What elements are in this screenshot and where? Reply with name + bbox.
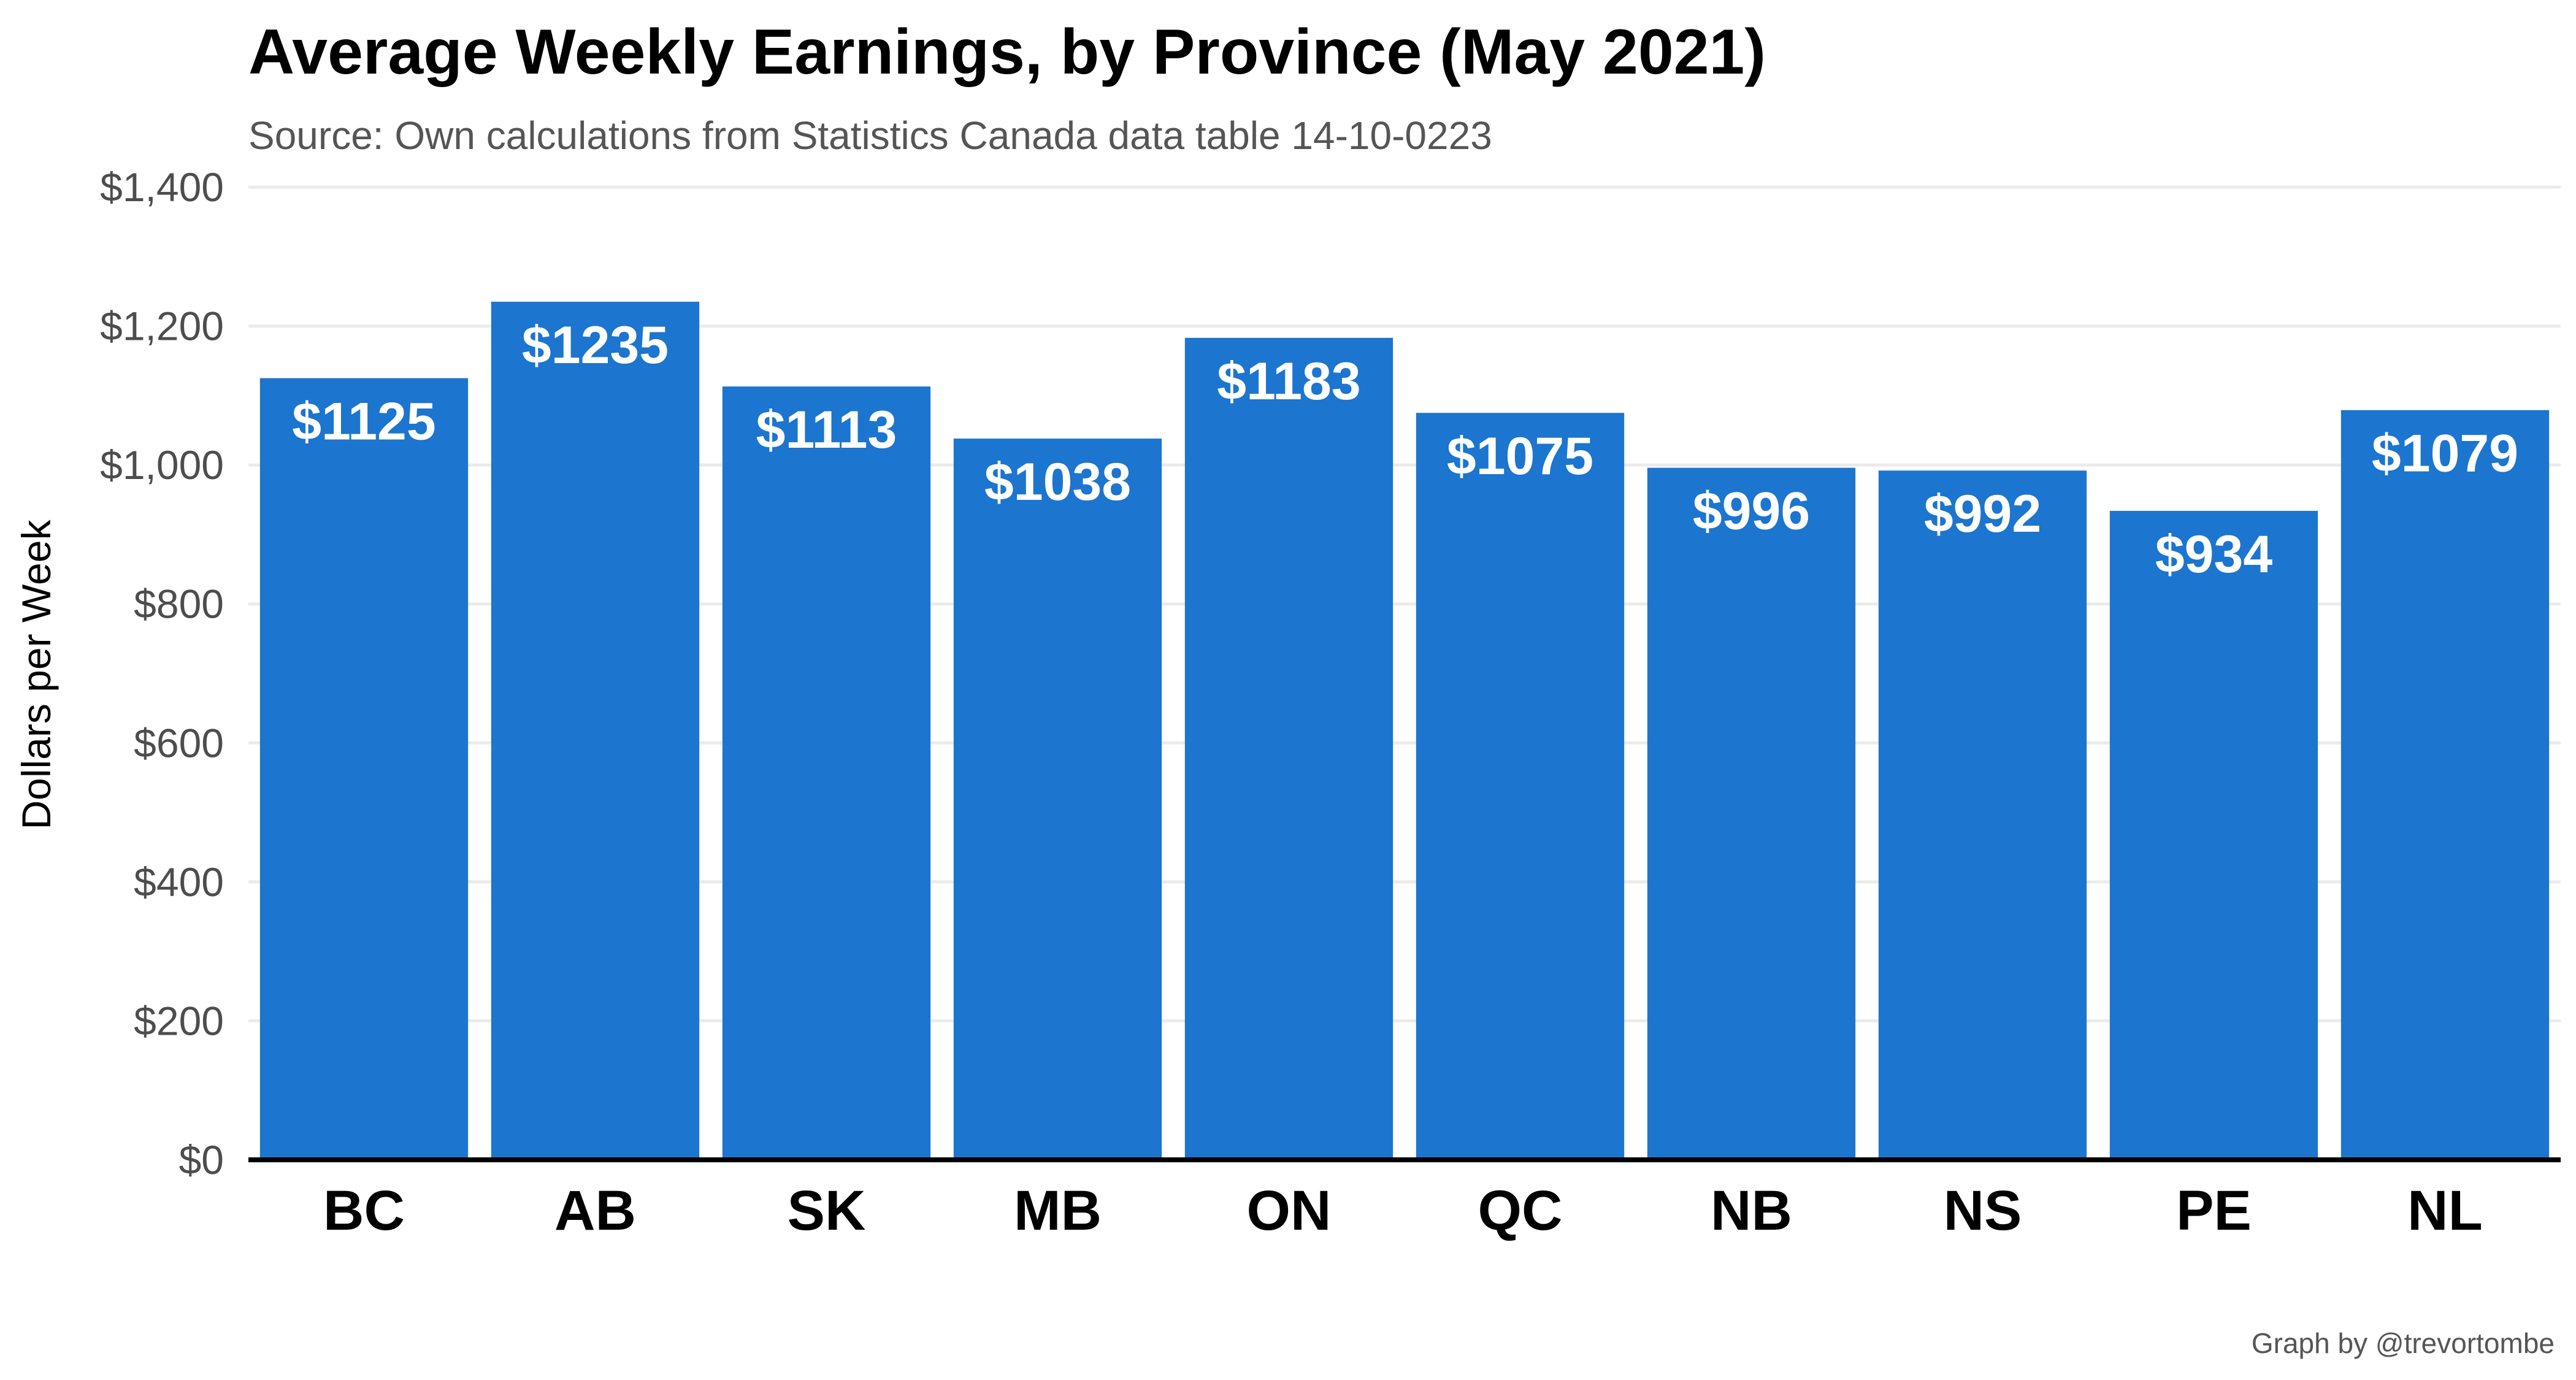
y-tick-label: $800: [134, 581, 224, 627]
bar-pe: [2109, 510, 2318, 1160]
y-axis-label: Dollars per Week: [13, 519, 59, 830]
y-tick-label: $400: [134, 859, 224, 905]
x-tick-label-on: ON: [1247, 1179, 1332, 1242]
bar-ns: [1878, 470, 2087, 1160]
bar-value-labels: $1125 $1235 $1113 $1038 $1183 $1075 $996 $992 $9…: [292, 316, 2518, 584]
x-tick-label-nb: NB: [1711, 1179, 1792, 1242]
value-label-ns: $992: [1924, 485, 2041, 543]
value-label-on: $1183: [1217, 352, 1360, 411]
y-tick-label: $0: [179, 1137, 224, 1183]
bars: [259, 301, 2550, 1160]
chart-title: Average Weekly Earnings, by Province (Ma…: [248, 17, 1766, 88]
bar-ab: [491, 301, 700, 1160]
chart-caption: Graph by @trevortombe: [2252, 1327, 2555, 1359]
y-tick-label: $1,200: [100, 304, 224, 349]
x-tick-label-mb: MB: [1014, 1179, 1102, 1242]
bar-nl: [2340, 410, 2550, 1160]
value-label-pe: $934: [2155, 525, 2272, 584]
bar-mb: [953, 439, 1162, 1160]
chart-subtitle: Source: Own calculations from Statistics…: [248, 113, 1492, 158]
value-label-mb: $1038: [984, 453, 1131, 512]
value-label-bc: $1125: [292, 393, 435, 451]
x-tick-label-pe: PE: [2176, 1179, 2252, 1242]
x-tick-label-sk: SK: [788, 1179, 866, 1242]
value-label-sk: $1113: [756, 401, 897, 459]
value-label-ab: $1235: [522, 316, 669, 375]
x-tick-label-ab: AB: [554, 1179, 636, 1242]
value-label-nb: $996: [1693, 482, 1810, 541]
bar-on: [1184, 337, 1393, 1160]
value-label-qc: $1075: [1447, 427, 1593, 486]
x-tick-label-nl: NL: [2407, 1179, 2483, 1242]
y-tick-label: $1,400: [100, 164, 224, 210]
y-axis-ticks: $0 $200 $400 $600 $800 $1,000 $1,200 $1,400: [100, 164, 224, 1183]
x-tick-label-bc: BC: [323, 1179, 405, 1242]
bar-qc: [1416, 413, 1625, 1160]
y-tick-label: $1,000: [100, 442, 224, 488]
bar-nb: [1647, 467, 1856, 1160]
y-tick-label: $600: [134, 720, 224, 765]
x-tick-label-qc: QC: [1478, 1179, 1563, 1242]
bar-bc: [259, 378, 469, 1160]
value-label-nl: $1079: [2372, 424, 2518, 483]
bar-sk: [722, 386, 931, 1160]
x-tick-label-ns: NS: [1944, 1179, 2022, 1242]
x-axis-ticks: BC AB SK MB ON QC NB NS PE NL: [323, 1179, 2483, 1242]
y-tick-label: $200: [134, 998, 224, 1043]
